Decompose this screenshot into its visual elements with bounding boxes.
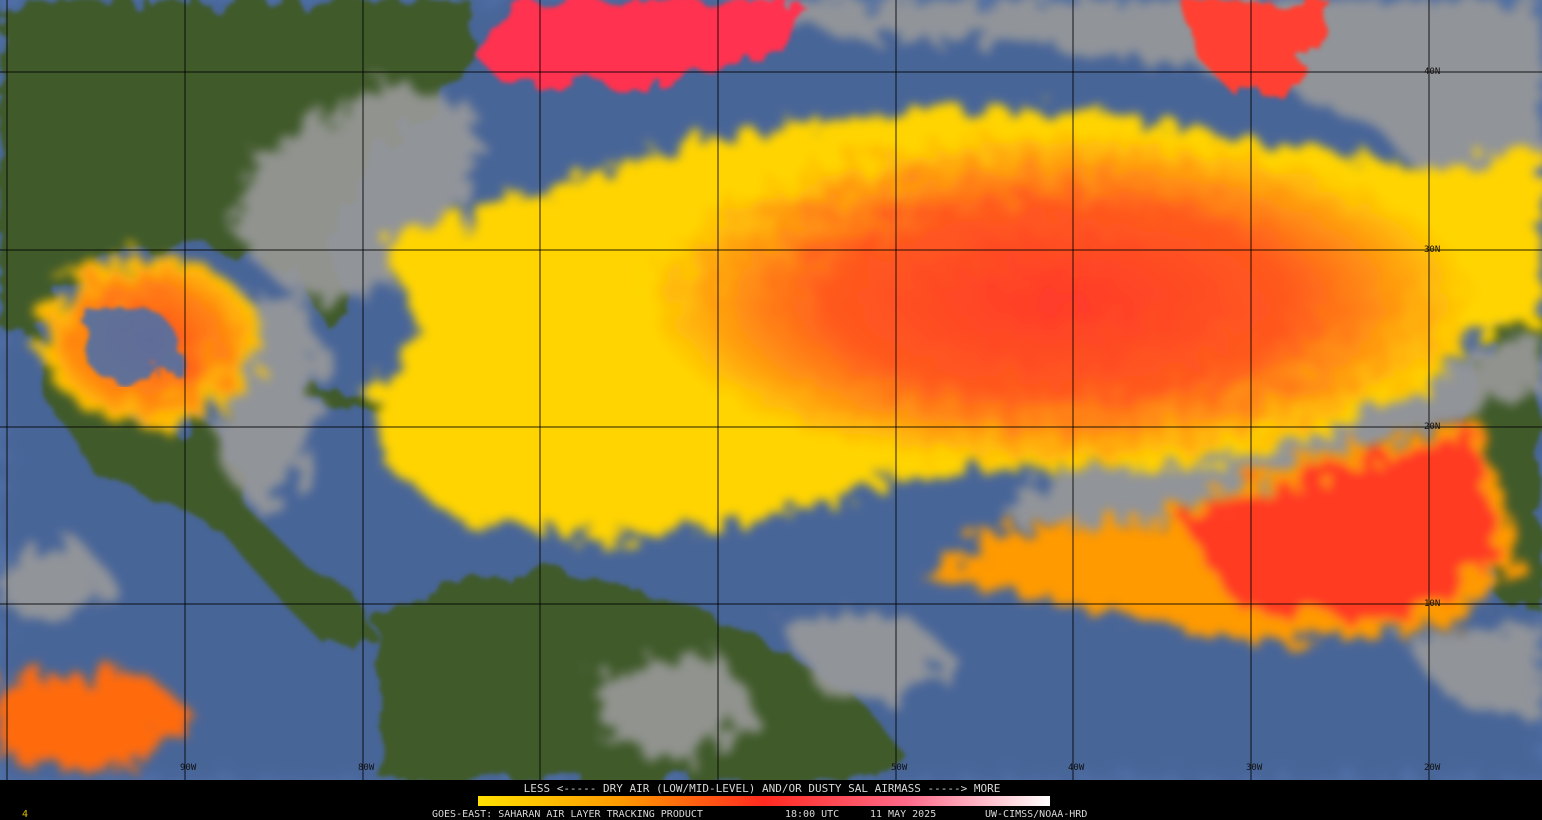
colorbar <box>478 796 1050 806</box>
time: 18:00 UTC <box>785 809 839 820</box>
imagery <box>0 0 1542 780</box>
longitude-label: 30W <box>1246 763 1263 773</box>
frame-number: 4 <box>22 809 28 820</box>
longitude-label: 50W <box>891 763 908 773</box>
latitude-label: 20N <box>1424 422 1440 432</box>
longitude-label: 40W <box>1068 763 1085 773</box>
latitude-label: 40N <box>1424 67 1440 77</box>
longitude-label: 90W <box>180 763 197 773</box>
latitude-label: 30N <box>1424 245 1440 255</box>
colorbar-caption: LESS <----- DRY AIR (LOW/MID-LEVEL) AND/… <box>524 782 1001 795</box>
longitude-label: 20W <box>1424 763 1441 773</box>
latitude-label: 10N <box>1424 599 1440 609</box>
graticule: 40N 30N 20N 10N 90W 80W 50W 40W 30W 20W <box>0 0 1542 780</box>
credit: UW-CIMSS/NOAA-HRD <box>985 809 1087 820</box>
date: 11 MAY 2025 <box>870 809 936 820</box>
longitude-label: 80W <box>358 763 375 773</box>
product-name: GOES-EAST: SAHARAN AIR LAYER TRACKING PR… <box>432 809 703 820</box>
